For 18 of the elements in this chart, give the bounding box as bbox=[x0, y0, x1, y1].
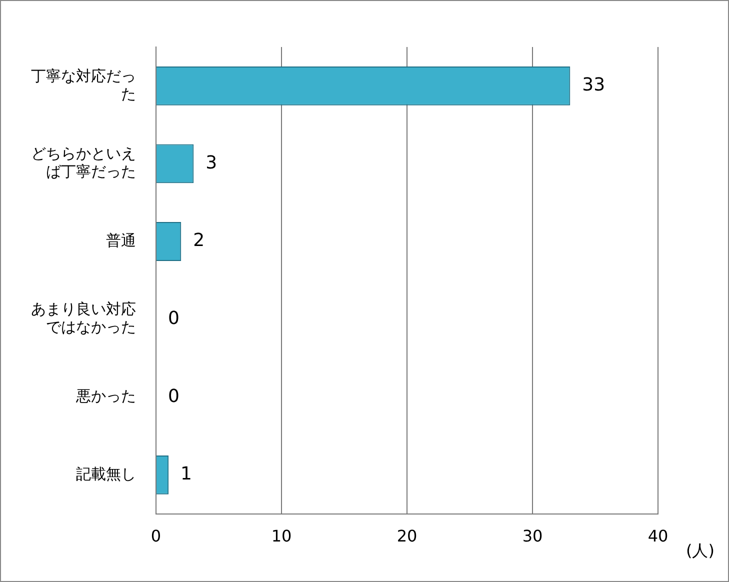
y-tick-label: あまり良い対応ではなかった bbox=[31, 300, 136, 336]
x-tick-label: 0 bbox=[150, 526, 162, 546]
y-tick-label: 丁寧な対応だった bbox=[31, 66, 136, 103]
data-label: 0 bbox=[168, 308, 180, 329]
y-tick-label: 記載無し bbox=[76, 464, 136, 483]
x-tick-label: 30 bbox=[522, 526, 543, 546]
data-label: 0 bbox=[168, 386, 180, 407]
data-label: 3 bbox=[206, 152, 218, 174]
data-label: 33 bbox=[582, 74, 606, 96]
data-label: 2 bbox=[193, 230, 205, 252]
x-axis-title: (人) bbox=[686, 540, 714, 560]
y-tick-label: どちらかといえば丁寧だった bbox=[31, 144, 136, 181]
data-label: 1 bbox=[180, 464, 192, 485]
y-tick-label: 普通 bbox=[106, 231, 136, 250]
x-tick-label: 40 bbox=[648, 526, 668, 546]
y-tick-label: 悪かった bbox=[75, 386, 136, 405]
x-tick-label: 20 bbox=[396, 526, 418, 546]
x-tick-label: 10 bbox=[271, 526, 292, 546]
